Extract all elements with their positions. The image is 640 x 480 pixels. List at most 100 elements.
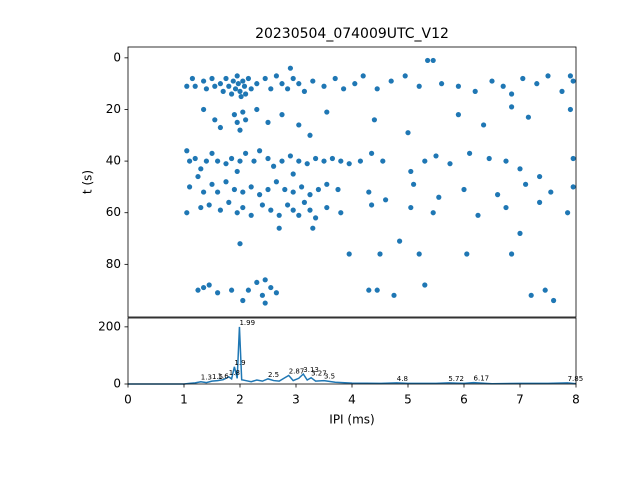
point	[380, 158, 386, 164]
point	[192, 155, 198, 162]
y-tick-label: 40	[106, 154, 121, 168]
point	[307, 192, 313, 198]
point	[525, 114, 532, 120]
point	[517, 166, 523, 172]
point	[195, 287, 201, 293]
point	[290, 189, 296, 195]
point	[455, 83, 461, 89]
peak-label: 4.8	[397, 375, 408, 383]
histogram-line	[128, 326, 577, 385]
peak-label: 2.87	[289, 367, 305, 375]
point	[397, 238, 403, 244]
point	[481, 122, 487, 128]
point	[346, 251, 352, 257]
point	[237, 127, 243, 133]
point	[251, 158, 257, 164]
point	[279, 112, 285, 118]
point	[570, 184, 576, 190]
point	[279, 158, 285, 164]
point	[436, 194, 442, 200]
point	[455, 112, 461, 118]
point	[551, 297, 557, 304]
point	[509, 91, 515, 97]
point	[229, 91, 235, 97]
point	[528, 292, 534, 298]
point	[285, 202, 291, 208]
point	[366, 189, 372, 195]
point	[201, 78, 207, 84]
point	[276, 225, 282, 231]
point	[231, 186, 237, 193]
point	[324, 204, 330, 211]
point	[229, 155, 235, 162]
point	[245, 287, 251, 293]
x-tick-label: 5	[404, 393, 412, 407]
point	[296, 81, 302, 87]
point	[346, 161, 352, 167]
point	[408, 168, 414, 175]
point	[472, 88, 478, 94]
point	[279, 81, 285, 87]
peak-label: 3.13	[303, 366, 319, 374]
point	[290, 207, 296, 213]
point	[439, 81, 445, 87]
point	[268, 86, 274, 92]
point	[212, 117, 218, 123]
point	[223, 161, 229, 167]
point	[338, 210, 344, 216]
peak-label: 1.8	[229, 369, 240, 377]
point	[467, 150, 473, 156]
point	[341, 86, 347, 92]
point	[304, 161, 310, 167]
point	[313, 155, 319, 162]
point	[357, 158, 363, 164]
x-tick-label: 2	[236, 393, 244, 407]
point	[329, 155, 335, 162]
point	[422, 158, 428, 164]
point	[215, 189, 221, 195]
y-axis-label: t (s)	[81, 170, 95, 194]
point	[307, 207, 313, 213]
point	[217, 207, 223, 213]
point	[570, 78, 576, 84]
peak-label: 1.99	[239, 319, 255, 327]
point	[184, 210, 190, 216]
point	[237, 158, 243, 164]
point	[240, 109, 246, 115]
point	[189, 75, 195, 82]
point	[523, 181, 529, 187]
point	[223, 75, 229, 82]
x-axis-label: IPI (ms)	[329, 413, 374, 427]
point	[567, 73, 574, 79]
point	[324, 109, 330, 115]
point	[262, 277, 268, 283]
point	[212, 83, 218, 89]
point	[223, 179, 229, 185]
point	[282, 186, 288, 193]
point	[234, 168, 240, 175]
point	[371, 117, 377, 123]
point	[240, 297, 246, 304]
point	[201, 189, 207, 195]
point	[192, 83, 198, 89]
peak-label: 3.27	[311, 370, 327, 378]
point	[203, 86, 209, 92]
x-tick-label: 4	[348, 393, 356, 407]
point	[489, 78, 495, 84]
point	[520, 75, 526, 82]
point	[405, 130, 411, 136]
x-tick-label: 6	[460, 393, 468, 407]
point	[248, 86, 254, 92]
point	[230, 78, 236, 84]
point	[486, 155, 492, 162]
x-tick-label: 0	[124, 393, 132, 407]
point	[215, 158, 221, 164]
point	[388, 78, 394, 84]
point	[509, 104, 515, 110]
point	[475, 212, 481, 218]
x-tick-label: 1	[180, 393, 188, 407]
point	[240, 204, 246, 211]
point	[198, 166, 204, 172]
point	[209, 75, 215, 82]
point	[287, 153, 293, 159]
